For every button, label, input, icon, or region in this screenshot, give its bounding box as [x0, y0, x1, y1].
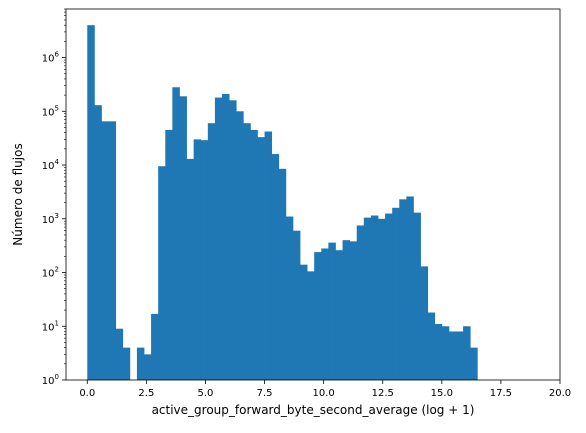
y-tick-label: 104 — [42, 158, 60, 172]
x-tick-label: 17.5 — [490, 388, 512, 399]
histogram-bar — [420, 266, 429, 380]
x-tick-label: 5.0 — [198, 388, 214, 399]
histogram-bar — [158, 166, 166, 380]
histogram-bar — [321, 248, 329, 380]
x-axis-label: active_group_forward_byte_second_average… — [152, 403, 475, 417]
histogram-bar — [470, 347, 478, 380]
histogram-bar — [144, 354, 152, 380]
histogram-bar — [278, 168, 287, 380]
histogram-bar — [229, 100, 237, 380]
histogram-bar — [172, 87, 180, 380]
histogram-bar — [200, 140, 209, 380]
histogram-bar — [342, 240, 351, 380]
histogram-bar — [385, 213, 393, 380]
y-axis-label: Número de flujos — [11, 143, 25, 245]
histogram-bar — [122, 347, 131, 380]
histogram-bar — [378, 218, 386, 380]
y-tick-label: 102 — [42, 266, 59, 280]
histogram-bar — [136, 347, 145, 380]
histogram-bar — [151, 313, 159, 380]
histogram-bar — [392, 207, 400, 380]
histogram-bar — [314, 252, 322, 380]
histogram-bar — [165, 129, 173, 380]
histogram-bar — [250, 129, 258, 380]
histogram-bar — [285, 216, 294, 380]
histogram-bar — [186, 158, 195, 380]
histogram-bar — [271, 154, 280, 380]
histogram-bar — [257, 137, 265, 380]
x-tick-label: 2.5 — [138, 388, 154, 399]
histogram-bar — [222, 93, 230, 381]
histogram-bar — [207, 123, 216, 380]
x-tick-label: 7.5 — [257, 388, 273, 399]
histogram-bars — [87, 25, 478, 381]
histogram-bar — [179, 96, 187, 381]
histogram-bar — [108, 121, 117, 380]
histogram-bar — [307, 271, 315, 380]
histogram-bar — [193, 139, 202, 380]
histogram-bar — [101, 121, 109, 380]
histogram-bar — [214, 97, 223, 380]
y-tick-label: 100 — [42, 373, 59, 387]
histogram-bar — [434, 324, 443, 380]
y-axis-ticks: 100 101 102 103 104 105 106 — [42, 8, 66, 387]
y-tick-label: 103 — [42, 212, 59, 226]
histogram-bar — [427, 312, 436, 380]
x-tick-label: 10.0 — [313, 388, 335, 399]
plot-area-frame — [65, 8, 561, 381]
x-axis-ticks: 0.0 2.5 5.0 7.5 10.0 12.5 15.0 17.5 20.0 — [79, 380, 571, 399]
histogram-bar — [356, 225, 365, 380]
histogram-bar — [363, 217, 372, 380]
histogram-bar — [328, 242, 336, 380]
histogram-bar — [370, 215, 379, 380]
histogram-bar — [94, 105, 102, 380]
x-tick-label: 20.0 — [549, 388, 571, 399]
histogram-bar — [292, 230, 301, 380]
histogram-bar — [463, 326, 471, 380]
histogram-bar — [87, 25, 95, 381]
histogram-bar — [399, 199, 407, 380]
x-tick-label: 0.0 — [79, 388, 95, 399]
histogram-bar — [441, 326, 450, 380]
histogram-bar — [456, 331, 464, 380]
y-tick-label: 101 — [42, 319, 59, 333]
histogram-bar — [448, 331, 457, 380]
histogram-bar — [264, 131, 273, 380]
histogram-bar — [335, 250, 343, 380]
histogram-bar — [236, 111, 244, 380]
histogram-bar — [300, 264, 308, 380]
y-tick-label: 106 — [42, 51, 60, 65]
histogram-bar — [115, 328, 124, 380]
histogram-bar — [406, 196, 414, 380]
x-tick-label: 15.0 — [431, 388, 453, 399]
histogram-bar — [413, 212, 421, 380]
histogram-bar — [349, 241, 358, 380]
x-tick-label: 12.5 — [372, 388, 394, 399]
histogram-bar — [243, 123, 251, 380]
y-tick-label: 105 — [42, 104, 59, 118]
